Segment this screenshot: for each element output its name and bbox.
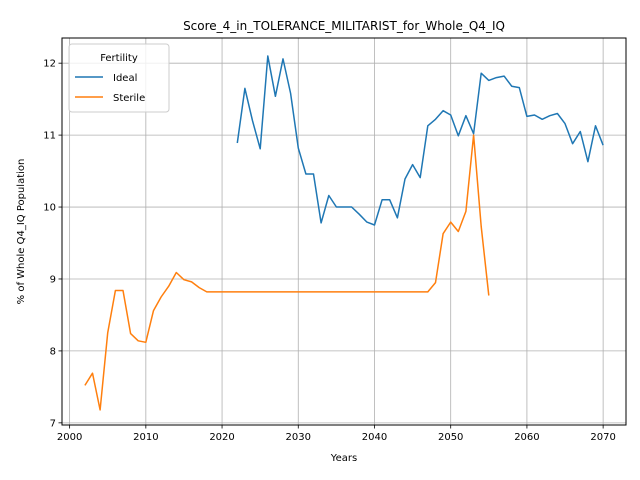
y-tick-label: 12: [43, 59, 56, 70]
legend-box: [68, 43, 170, 113]
x-axis-label: Years: [330, 453, 357, 464]
x-tick-label: 2060: [514, 432, 539, 443]
legend: Fertility Ideal Sterile: [68, 43, 170, 113]
series-layer: [84, 55, 604, 411]
x-tick-label: 2010: [133, 432, 158, 443]
grid: [62, 38, 626, 425]
x-tick-label: 2050: [438, 432, 463, 443]
series-line-sterile: [84, 134, 490, 411]
legend-label-sterile: Sterile: [113, 93, 145, 104]
ticks: 2000 2010 2020 2030 2040 2050 2060 2070 7 8 9 10 11 1…: [43, 59, 616, 443]
legend-label-ideal: Ideal: [113, 73, 137, 84]
x-tick-label: 2070: [590, 432, 615, 443]
plot-frame: [61, 37, 627, 426]
x-tick-label: 2020: [209, 432, 234, 443]
y-tick-label: 10: [43, 203, 56, 214]
legend-title: Fertility: [100, 53, 138, 64]
legend-items: Ideal Sterile: [75, 73, 145, 104]
y-tick-label: 7: [50, 418, 56, 429]
chart-title: Score_4_in_TOLERANCE_MILITARIST_for_Whol…: [183, 19, 505, 33]
x-tick-label: 2030: [286, 432, 311, 443]
y-tick-label: 9: [50, 274, 56, 285]
y-tick-label: 8: [50, 346, 56, 357]
series-line-ideal: [236, 55, 604, 226]
y-axis-label: % of Whole Q4_IQ Population: [16, 159, 27, 305]
x-tick-label: 2040: [362, 432, 387, 443]
y-tick-label: 11: [43, 131, 56, 142]
x-tick-label: 2000: [57, 432, 82, 443]
